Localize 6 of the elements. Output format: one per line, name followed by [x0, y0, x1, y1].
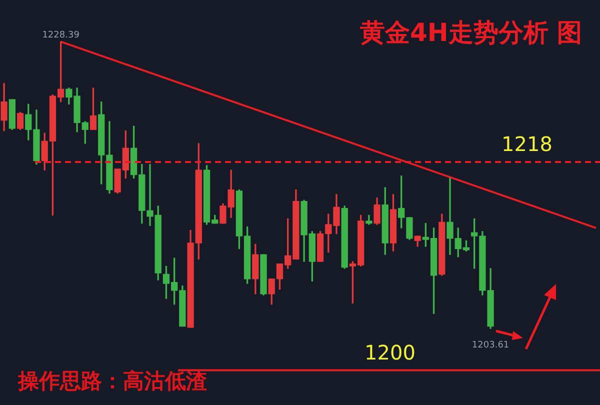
- text: 黄金4H走势分析 图: [360, 17, 582, 49]
- ref-line-label: 1200: [364, 340, 416, 364]
- annotation: 1228.39: [42, 30, 80, 41]
- annotation: 操作思路：高沽低渣: [18, 367, 207, 395]
- ref-line-label: 1218: [502, 132, 552, 156]
- annotation: 1203.61: [472, 340, 510, 350]
